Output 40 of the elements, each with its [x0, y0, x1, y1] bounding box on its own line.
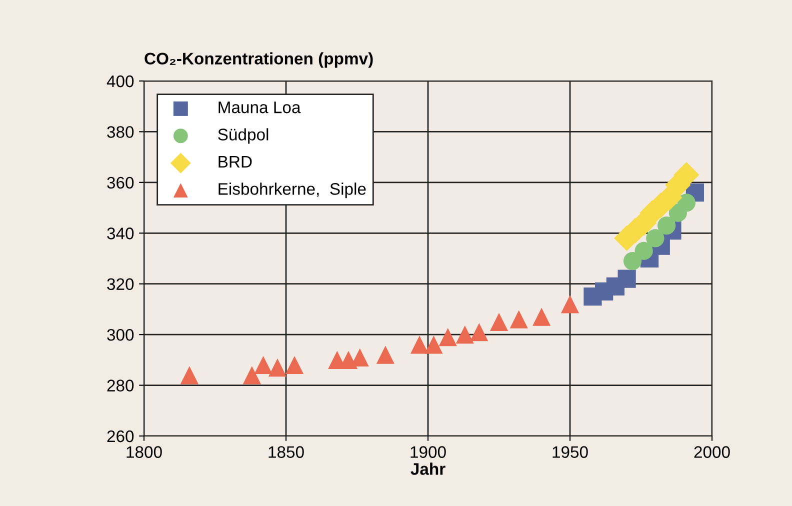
point — [376, 346, 394, 364]
y-tick-label: 280 — [107, 380, 134, 392]
point — [180, 366, 198, 384]
point — [410, 336, 429, 354]
point — [618, 270, 636, 288]
point — [438, 328, 457, 346]
point — [623, 252, 642, 270]
x-tick-label: 1850 — [268, 446, 304, 458]
y-tick-label: 300 — [107, 328, 134, 341]
point — [658, 216, 676, 235]
point — [470, 322, 488, 342]
point — [532, 308, 551, 326]
point — [634, 242, 653, 260]
point — [510, 310, 528, 328]
x-axis-title: Jahr — [410, 462, 446, 475]
x-tick-label: 1950 — [552, 446, 588, 458]
x-tick-label: 1900 — [410, 446, 446, 458]
y-tick-label: 320 — [107, 278, 134, 290]
chart-title: CO₂-Konzentrationen (ppmv) — [144, 52, 373, 68]
point — [677, 194, 696, 212]
y-tick-label: 400 — [106, 75, 134, 88]
legend-label: Südpol — [218, 128, 268, 144]
point — [242, 366, 261, 384]
point — [285, 356, 304, 374]
x-tick-label: 2000 — [694, 446, 730, 458]
y-tick-label: 360 — [107, 176, 134, 189]
point — [254, 356, 272, 374]
point — [424, 336, 443, 354]
y-tick-label: 380 — [107, 126, 134, 138]
legend-label: BRD — [218, 156, 252, 168]
point — [560, 295, 580, 314]
legend-label: Eisbohrkerne, Siple — [218, 182, 366, 198]
point — [646, 229, 664, 248]
y-tick-label: 260 — [107, 430, 134, 442]
point — [268, 358, 287, 377]
point — [490, 312, 508, 331]
y-tick-label: 340 — [107, 228, 134, 240]
x-tick-label: 1800 — [126, 446, 162, 458]
point — [456, 326, 474, 344]
legend-label: Mauna Loa — [218, 102, 301, 114]
